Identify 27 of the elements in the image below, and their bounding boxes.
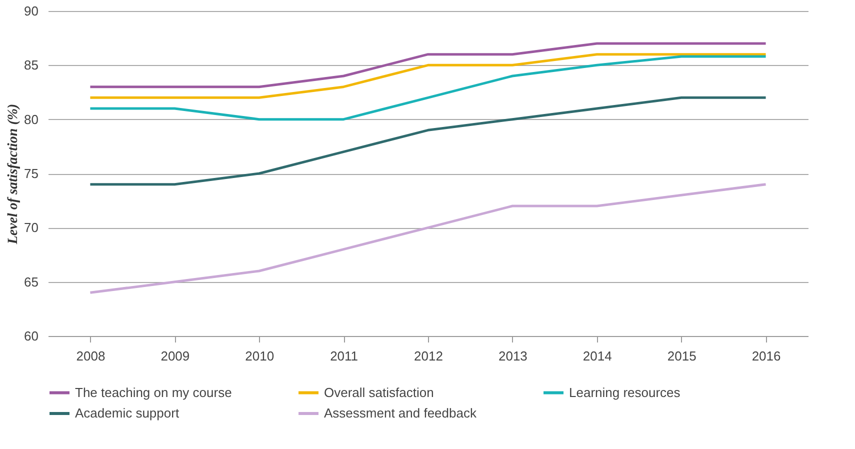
y-tick-label: 70 [24,220,38,236]
line-series [88,96,768,186]
y-tick-label: 60 [24,328,38,344]
x-tick-label: 2012 [414,348,443,364]
y-tick-label: 75 [24,166,38,181]
line-series [88,55,768,121]
line-series [88,183,768,294]
x-tick-label: 2008 [76,348,106,364]
x-tick-label: 2014 [582,348,612,364]
line-series [88,53,768,99]
legend-label: Assessment and feedback [324,406,477,420]
y-axis-title: Level of satisfaction (%) [6,104,22,246]
y-tick-label: 80 [24,112,38,127]
legend-label: Academic support [75,406,180,420]
legend-label: The teaching on my course [75,384,232,400]
x-tick-label: 2015 [667,348,696,364]
y-tick-label: 85 [24,58,38,73]
x-tick-label: 2013 [498,348,528,364]
y-tick-label: 90 [24,4,38,18]
x-tick-label: 2009 [160,348,190,364]
x-tick-label: 2011 [330,348,358,364]
y-tick-label: 65 [24,274,38,290]
x-tick-label: 2016 [752,348,781,364]
legend-label: Overall satisfaction [324,384,434,400]
legend-label: Learning resources [569,384,681,400]
x-tick-label: 2010 [245,348,274,364]
line-series [88,42,768,88]
